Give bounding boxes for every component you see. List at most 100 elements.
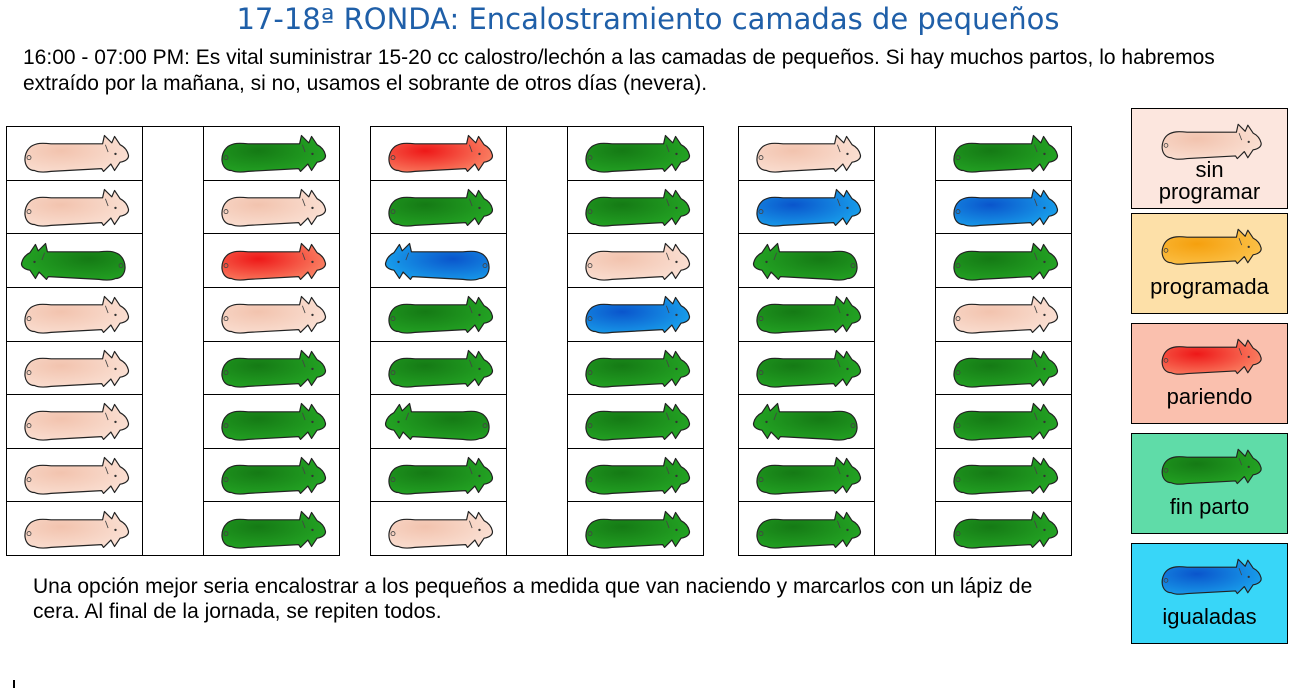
pen-cell[interactable] <box>739 179 874 234</box>
note-text: Una opción mejor seria encalostrar a los… <box>33 575 1033 623</box>
pig-icon <box>755 456 861 495</box>
pen-cell[interactable] <box>739 501 874 555</box>
pig-icon <box>220 296 326 334</box>
pig-icon <box>220 135 326 173</box>
pen-cell[interactable] <box>371 179 506 234</box>
pen-cell[interactable] <box>7 127 142 180</box>
pen-cell[interactable] <box>204 233 339 287</box>
pig-icon <box>755 349 861 388</box>
pig-icon <box>23 403 129 442</box>
pen-cell[interactable] <box>936 447 1071 502</box>
legend-item-igu: igualadas <box>1131 543 1288 644</box>
pig-icon <box>23 188 129 227</box>
pen-cell[interactable] <box>204 340 339 395</box>
pig-icon <box>584 456 690 495</box>
pen-cell[interactable] <box>371 340 506 395</box>
pen-cell[interactable] <box>204 179 339 234</box>
pen-cell[interactable] <box>739 447 874 502</box>
pen-cell[interactable] <box>936 286 1071 341</box>
pen-cell[interactable] <box>204 394 339 448</box>
pen-cell[interactable] <box>739 233 874 287</box>
pen-cell[interactable] <box>7 340 142 395</box>
pen-cell[interactable] <box>7 233 142 287</box>
pen-cell[interactable] <box>371 127 506 180</box>
pen-cell[interactable] <box>371 447 506 502</box>
pen-cell[interactable] <box>7 394 142 448</box>
pen-cell[interactable] <box>7 179 142 234</box>
pig-icon <box>584 510 690 549</box>
pig-icon <box>584 242 690 281</box>
pig-icon <box>755 188 861 227</box>
legend-label: programada <box>1150 274 1269 299</box>
pen-cell[interactable] <box>936 233 1071 287</box>
pig-icon <box>23 349 129 388</box>
pen-cell[interactable] <box>739 127 874 180</box>
pen-column-left <box>371 127 506 555</box>
pen-cell[interactable] <box>204 127 339 180</box>
pen-cell[interactable] <box>568 233 703 287</box>
pen-cell[interactable] <box>371 233 506 287</box>
pig-icon <box>220 456 326 495</box>
pen-cell[interactable] <box>7 286 142 341</box>
pen-block-2 <box>370 126 704 556</box>
aisle <box>506 127 568 555</box>
pig-icon <box>584 135 690 173</box>
pen-cell[interactable] <box>739 340 874 395</box>
pen-column-left <box>7 127 142 555</box>
pig-icon <box>387 456 493 495</box>
pen-cell[interactable] <box>568 447 703 502</box>
pig-icon <box>584 188 690 227</box>
pen-cell[interactable] <box>7 447 142 502</box>
pig-icon <box>952 456 1058 495</box>
pen-cell[interactable] <box>568 127 703 180</box>
pen-cell[interactable] <box>739 286 874 341</box>
pen-cell[interactable] <box>371 501 506 555</box>
pen-column-right <box>204 127 339 555</box>
page-title: 17-18ª RONDA: Encalostramiento camadas d… <box>236 2 1060 36</box>
pig-icon <box>1161 123 1262 160</box>
pig-icon <box>584 349 690 388</box>
legend-item-fin: fin parto <box>1131 433 1288 534</box>
pig-icon <box>220 349 326 388</box>
pen-cell[interactable] <box>204 501 339 555</box>
pig-icon <box>387 188 493 227</box>
pig-icon <box>1161 338 1262 375</box>
pen-cell[interactable] <box>936 340 1071 395</box>
pig-icon <box>387 135 493 173</box>
pig-icon <box>584 403 690 442</box>
pen-cell[interactable] <box>568 340 703 395</box>
pen-cell[interactable] <box>204 447 339 502</box>
aisle <box>142 127 204 555</box>
pen-cell[interactable] <box>739 394 874 448</box>
pig-icon <box>384 403 490 442</box>
legend-label: pariendo <box>1166 384 1253 409</box>
pig-icon <box>387 296 493 334</box>
pig-icon <box>23 510 129 549</box>
pig-icon <box>220 242 326 281</box>
pig-icon <box>752 242 858 281</box>
pen-block-1 <box>6 126 340 556</box>
legend-item-sin: sin programar <box>1131 108 1288 209</box>
pig-icon <box>952 403 1058 442</box>
pen-cell[interactable] <box>936 179 1071 234</box>
legend-label: sin programar <box>1158 157 1261 204</box>
pen-cell[interactable] <box>204 286 339 341</box>
intro-text: 16:00 - 07:00 PM: Es vital suministrar 1… <box>23 46 1215 95</box>
pig-icon <box>952 135 1058 173</box>
pen-cell[interactable] <box>568 394 703 448</box>
pig-icon <box>952 349 1058 388</box>
pen-cell[interactable] <box>568 179 703 234</box>
pig-icon <box>1161 448 1262 485</box>
pig-icon <box>952 242 1058 281</box>
pen-cell[interactable] <box>936 501 1071 555</box>
pen-cell[interactable] <box>936 394 1071 448</box>
pen-cell[interactable] <box>371 286 506 341</box>
pen-cell[interactable] <box>936 127 1071 180</box>
pig-icon <box>384 242 490 281</box>
pen-cell[interactable] <box>7 501 142 555</box>
pig-icon <box>23 296 129 334</box>
pig-icon <box>387 510 493 549</box>
pen-cell[interactable] <box>371 394 506 448</box>
pen-cell[interactable] <box>568 501 703 555</box>
pen-cell[interactable] <box>568 286 703 341</box>
